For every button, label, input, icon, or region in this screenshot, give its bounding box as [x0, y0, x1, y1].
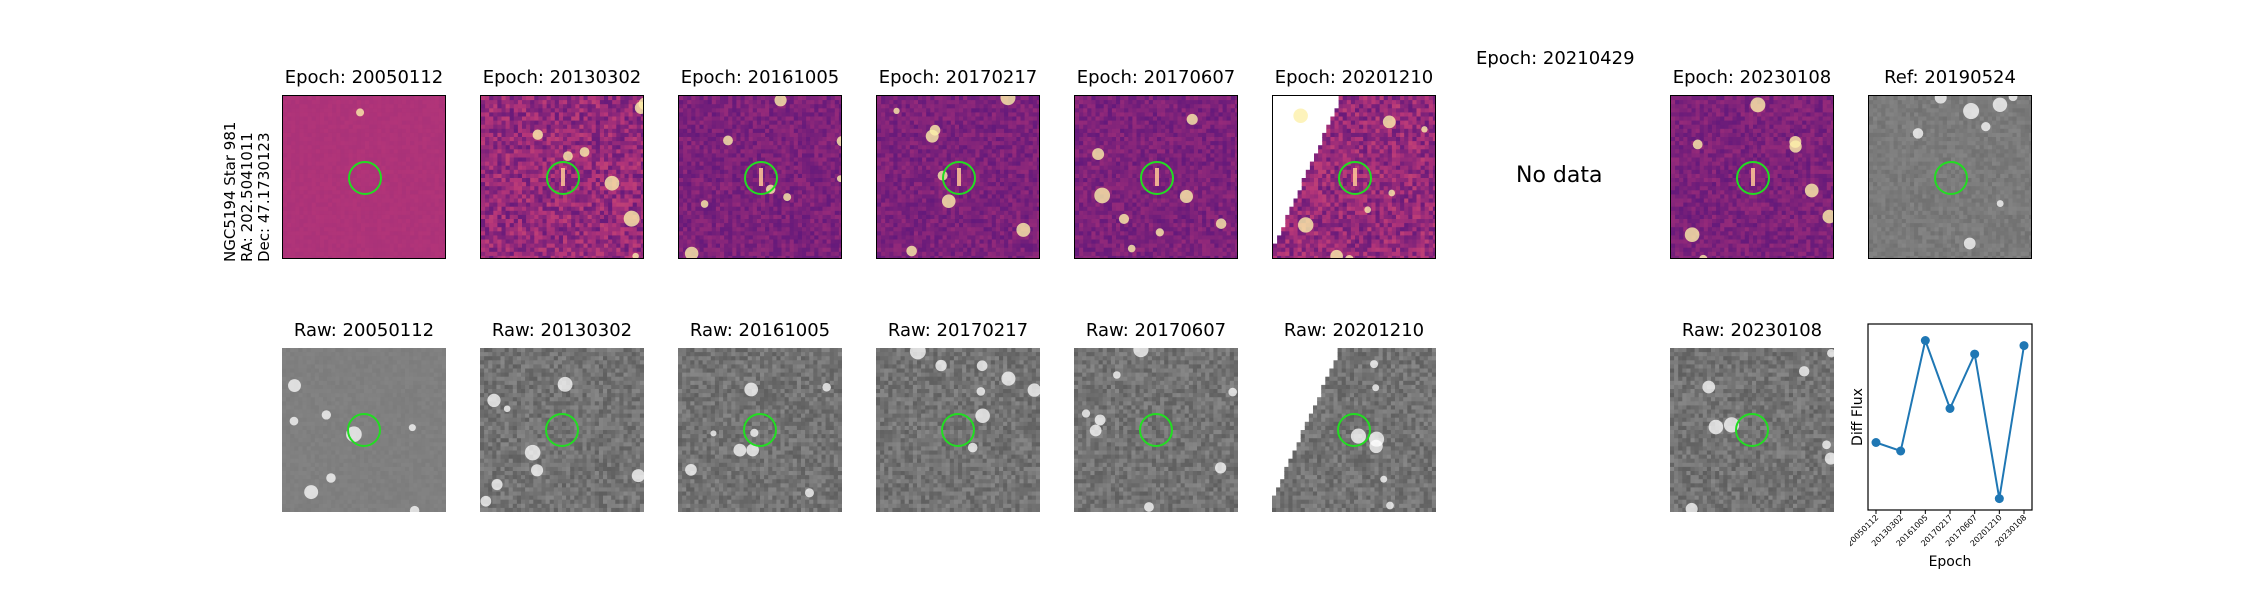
difference-image-panel — [480, 95, 644, 259]
epoch-panel-title: Epoch: 20170217 — [876, 67, 1040, 88]
difference-image-panel — [1670, 95, 1834, 259]
diff-flux-lightcurve-chart: 2005011220130302201610052017021720170607… — [1850, 322, 2250, 602]
difference-image-panel — [1868, 95, 2032, 259]
epoch-panel-title: Epoch: 20230108 — [1670, 67, 1834, 88]
epoch-panel-title: Epoch: 20201210 — [1272, 67, 1436, 88]
raw-panel-title: Raw: 20170607 — [1074, 320, 1238, 341]
y-axis-label: Diff Flux — [1850, 388, 1866, 446]
raw-panel-title: Raw: 20201210 — [1272, 320, 1436, 341]
raw-image-panel — [1670, 348, 1834, 512]
x-axis-label: Epoch — [1929, 554, 1972, 570]
raw-panel-title: Raw: 20230108 — [1670, 320, 1834, 341]
difference-image-panel — [1074, 95, 1238, 259]
star-name: NGC5194 Star 981 — [222, 122, 239, 262]
difference-image-panel — [876, 95, 1040, 259]
raw-image-panel — [282, 348, 446, 512]
star-ra: RA: 202.5041011 — [239, 122, 256, 262]
raw-panel-title: Raw: 20170217 — [876, 320, 1040, 341]
epoch-20210429-title: Epoch: 20210429 — [1476, 48, 1635, 69]
raw-image-panel — [480, 348, 644, 512]
diff-flux-point — [1921, 336, 1930, 345]
raw-image-panel — [1074, 348, 1238, 512]
diff-flux-point — [1896, 447, 1905, 456]
diff-flux-point — [1995, 494, 2004, 503]
diff-flux-point — [1872, 438, 1881, 447]
diff-flux-point — [2020, 341, 2029, 350]
no-data-label: No data — [1516, 163, 1602, 188]
diff-flux-series-line — [1876, 341, 2024, 499]
epoch-panel-title: Epoch: 20161005 — [678, 67, 842, 88]
raw-image-panel — [876, 348, 1040, 512]
star-dec: Dec: 47.1730123 — [256, 122, 273, 262]
difference-image-panel — [1272, 95, 1436, 259]
epoch-panel-title: Ref: 20190524 — [1868, 67, 2032, 88]
difference-image-panel — [282, 95, 446, 259]
plot-frame — [1868, 324, 2032, 510]
star-info-label: NGC5194 Star 981 RA: 202.5041011 Dec: 47… — [222, 122, 273, 262]
epoch-panel-title: Epoch: 20130302 — [480, 67, 644, 88]
raw-image-panel — [678, 348, 842, 512]
raw-panel-title: Raw: 20130302 — [480, 320, 644, 341]
raw-panel-title: Raw: 20161005 — [678, 320, 842, 341]
epoch-panel-title: Epoch: 20050112 — [282, 67, 446, 88]
raw-image-panel — [1272, 348, 1436, 512]
diff-flux-point — [1946, 404, 1955, 413]
raw-panel-title: Raw: 20050112 — [282, 320, 446, 341]
difference-image-panel — [678, 95, 842, 259]
epoch-panel-title: Epoch: 20170607 — [1074, 67, 1238, 88]
diff-flux-point — [1970, 350, 1979, 359]
